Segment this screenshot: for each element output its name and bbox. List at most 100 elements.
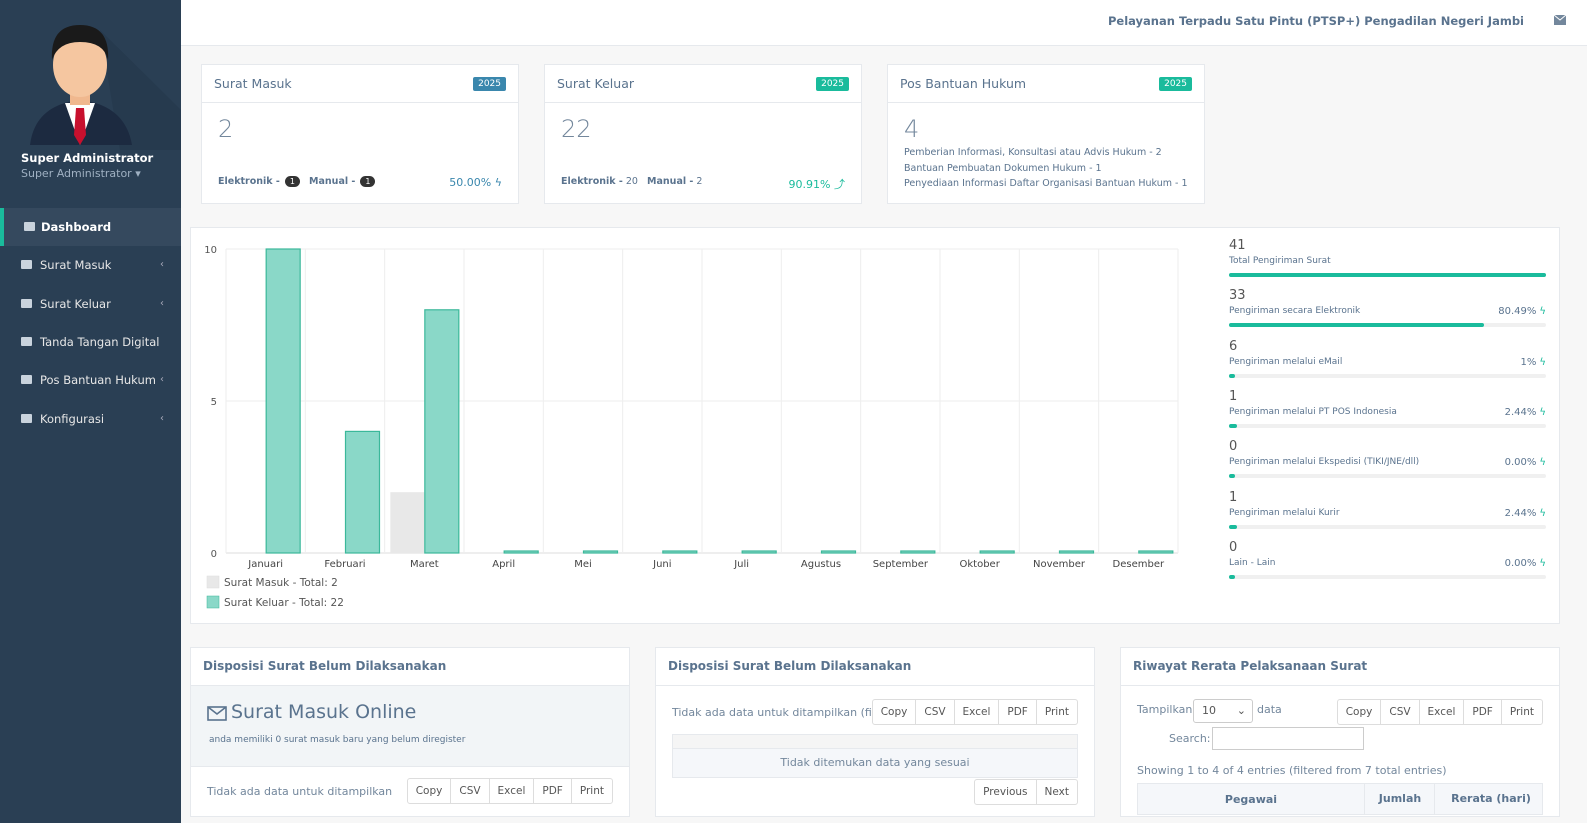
button[interactable]: Copy	[415, 785, 443, 797]
button[interactable]: Excel	[953, 700, 999, 724]
stat-value: 1	[1229, 489, 1238, 505]
lightning-icon: ϟ	[1539, 507, 1546, 519]
info: Tidak ada data untuk ditampilkan (filter…	[672, 706, 904, 719]
panel-title: Disposisi Surat Belum Dilaksanakan	[203, 659, 447, 673]
count: 2	[218, 115, 234, 143]
card-surat-masuk: Surat Masuk 2025 2 Elektronik - 1 Manual…	[201, 64, 519, 204]
divider	[202, 102, 518, 103]
mail-icon[interactable]	[1554, 15, 1566, 25]
stat-value: 41	[1229, 238, 1246, 253]
progress-bar	[1229, 323, 1485, 328]
stat-percent: 0.00% ϟ	[1505, 558, 1546, 569]
heading: Surat Masuk Online	[231, 701, 417, 723]
button[interactable]: CSV	[1380, 700, 1418, 724]
button[interactable]: Excel	[1418, 700, 1464, 724]
button[interactable]: PDF	[1463, 700, 1500, 724]
card-title: Pos Bantuan Hukum	[900, 76, 1027, 91]
progress-track	[1229, 423, 1546, 428]
buttons: Copy CSV Excel PDF Print	[406, 778, 613, 804]
info: Showing 1 to 4 of 4 entries (filtered fr…	[1137, 764, 1447, 777]
button[interactable]: Copy	[1345, 706, 1373, 718]
button[interactable]: CSV	[915, 700, 953, 724]
caret: ⌄	[1236, 704, 1246, 717]
button[interactable]: PDF	[533, 779, 570, 803]
show-suffix: data	[1257, 703, 1282, 716]
progress-bar	[1229, 524, 1237, 529]
y-tick-label: 0	[211, 549, 217, 560]
button[interactable]: Copy	[880, 706, 908, 718]
x-tick-label: Agustus	[801, 559, 841, 570]
stat-value: 1	[1229, 388, 1238, 404]
x-tick-label: Maret	[410, 559, 439, 570]
bar	[390, 492, 425, 553]
count: 22	[561, 115, 592, 143]
details: Elektronik - 1 Manual - 1	[218, 176, 376, 187]
user-role[interactable]: Super Administrator ▾	[21, 167, 141, 180]
panel-riwayat: Riwayat Rerata Pelaksanaan Surat Tampilk…	[1120, 647, 1560, 817]
count: 4	[904, 115, 920, 143]
chart: 0 5 10 Januari Februari Maret April Mei Juni Juli…	[204, 245, 1179, 609]
stat-percent: 2.44% ϟ	[1505, 508, 1546, 519]
menu-icon	[24, 222, 35, 231]
line: Bantuan Pembuatan Dokumen Hukum - 1	[904, 162, 1102, 174]
card-title: Surat Masuk	[214, 76, 292, 91]
menu-item[interactable]: Tanda Tangan Digital	[0, 323, 181, 361]
avatar	[30, 25, 181, 150]
table-head: Pegawai Jumlah Rerata (hari)	[1137, 783, 1543, 815]
progress-track	[1229, 474, 1546, 479]
menu-icon	[21, 298, 32, 308]
progress-bar	[1229, 574, 1235, 579]
bar	[900, 550, 936, 554]
panel-disposisi-1: Disposisi Surat Belum Dilaksanakan Surat…	[190, 647, 630, 817]
stat-percent-text: 0.00%	[1504, 557, 1537, 569]
menu-item[interactable]: Surat Keluar ‹	[0, 285, 181, 323]
legend-swatch	[206, 575, 220, 589]
button[interactable]: Print	[1500, 700, 1542, 724]
x-tick-label: Januari	[247, 559, 283, 570]
column: Rerata (hari)	[1434, 784, 1547, 814]
y-tick-label: 5	[211, 397, 217, 408]
chevron: ‹	[160, 412, 164, 424]
menu-icon	[21, 336, 32, 346]
panel-title: Disposisi Surat Belum Dilaksanakan	[668, 659, 912, 673]
stat-percent-text: 2.44%	[1504, 406, 1537, 418]
divider	[545, 102, 861, 103]
progress-bar	[1229, 423, 1237, 428]
percent: 50.00% ϟ	[449, 176, 502, 189]
pager: Previous Next	[974, 779, 1078, 805]
menu-item[interactable]: Pos Bantuan Hukum ‹	[0, 361, 181, 399]
x-tick-label: Mei	[574, 559, 592, 570]
lightning-icon: ϟ	[1539, 457, 1546, 469]
search-input[interactable]	[1212, 727, 1364, 750]
button[interactable]: CSV	[450, 779, 488, 803]
page-size-select[interactable]: 10 ⌄	[1193, 699, 1253, 723]
bar	[1058, 550, 1095, 554]
menu-label: Konfigurasi	[40, 411, 105, 426]
button[interactable]: PDF	[998, 700, 1035, 724]
divider	[656, 685, 1094, 686]
menu-item[interactable]: Konfigurasi ‹	[0, 400, 181, 438]
info: Tidak ada data untuk ditampilkan	[207, 785, 393, 798]
button[interactable]: Print	[1035, 700, 1077, 724]
pill: 1	[360, 176, 376, 187]
button[interactable]: Print	[570, 779, 612, 803]
progress-track	[1229, 574, 1546, 579]
stats: 41 Total Pengiriman Surat 33 Pengiriman sec…	[1229, 228, 1546, 623]
card-title: Surat Keluar	[557, 76, 634, 91]
bar	[820, 550, 857, 554]
lightning-icon: ϟ	[1539, 557, 1546, 569]
lightning-icon: ϟ	[1539, 306, 1546, 318]
button[interactable]: Next	[1035, 780, 1077, 804]
menu-label: Dashboard	[41, 220, 112, 234]
badge: 2025	[816, 77, 849, 91]
bar	[582, 550, 619, 554]
button[interactable]: Excel	[488, 779, 534, 803]
button[interactable]: Previous	[983, 786, 1028, 798]
x-tick-label: April	[492, 559, 515, 570]
empty-row: Tidak ditemukan data yang sesuai	[672, 748, 1078, 778]
bar	[1138, 550, 1174, 554]
label: Elektronik -	[218, 176, 280, 187]
x-tick-label: Juli	[733, 559, 749, 570]
menu-item[interactable]: Dashboard	[0, 208, 181, 246]
menu-item[interactable]: Surat Masuk ‹	[0, 246, 181, 284]
